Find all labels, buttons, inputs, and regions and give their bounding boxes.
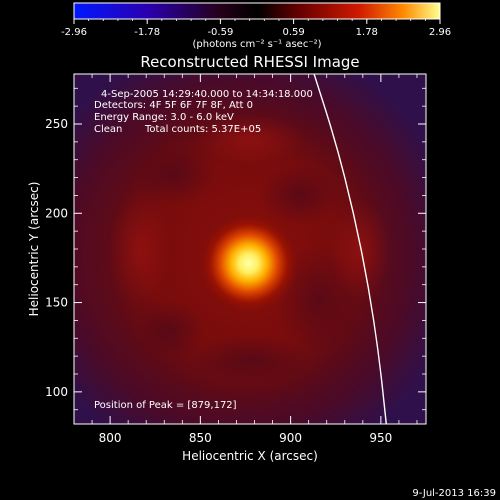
y-axis-ticks — [74, 87, 426, 411]
x-axis-label: Heliocentric X (arcsec) — [182, 449, 318, 463]
colorbar-tick-label: -2.96 — [61, 27, 87, 38]
colorbar-tick-label: 2.96 — [429, 27, 451, 38]
y-tick-label: 250 — [45, 117, 68, 131]
time-range-text: 4-Sep-2005 14:29:40.000 to 14:34:18.000 — [101, 89, 313, 100]
colorbar — [73, 2, 441, 20]
colorbar-unit-label: (photons cm⁻² s⁻¹ asec⁻²) — [192, 39, 321, 50]
chart-title: Reconstructed RHESSI Image — [140, 53, 359, 71]
detectors-text: Detectors: 4F 5F 6F 7F 8F, Att 0 — [94, 100, 253, 111]
clean-label: Clean — [94, 124, 122, 135]
y-tick-label: 150 — [45, 296, 68, 310]
x-tick-label: 950 — [369, 431, 392, 445]
x-tick-label: 800 — [99, 431, 122, 445]
solar-limb-line — [313, 74, 387, 424]
peak-position-text: Position of Peak = [879,172] — [94, 400, 237, 411]
emission-patch — [330, 200, 390, 300]
y-axis-label: Heliocentric Y (arcsec) — [27, 182, 41, 317]
colorbar-ticks — [73, 19, 441, 24]
x-tick-label: 850 — [189, 431, 212, 445]
emission-patch — [135, 300, 205, 360]
y-tick-label: 100 — [45, 385, 68, 399]
footer-date: 9-Jul-2013 16:39 — [412, 488, 496, 499]
peak-source — [196, 211, 301, 316]
emission-patch — [190, 335, 310, 385]
x-axis-ticks — [91, 74, 418, 424]
emission-patch — [135, 145, 215, 205]
colorbar-tick-label: -0.59 — [207, 27, 233, 38]
colorbar-tick-label: -1.78 — [134, 27, 160, 38]
y-axis-tick-labels: 100 150 200 250 — [45, 117, 68, 399]
x-tick-label: 900 — [279, 431, 302, 445]
colorbar-tick-label: 0.59 — [282, 27, 304, 38]
y-tick-label: 200 — [45, 206, 68, 220]
x-axis-tick-labels: 800 850 900 950 — [99, 431, 393, 445]
emission-patch — [195, 115, 305, 165]
energy-range-text: Energy Range: 3.0 - 6.0 keV — [94, 112, 234, 123]
image-area — [74, 74, 426, 424]
emission-patch — [110, 190, 170, 310]
colorbar-tick-label: 1.78 — [356, 27, 378, 38]
total-counts-text: Total counts: 5.37E+05 — [144, 124, 261, 135]
colorbar-tick-labels: -2.96 -1.78 -0.59 0.59 1.78 2.96 — [61, 27, 451, 38]
emission-patch — [260, 165, 340, 225]
